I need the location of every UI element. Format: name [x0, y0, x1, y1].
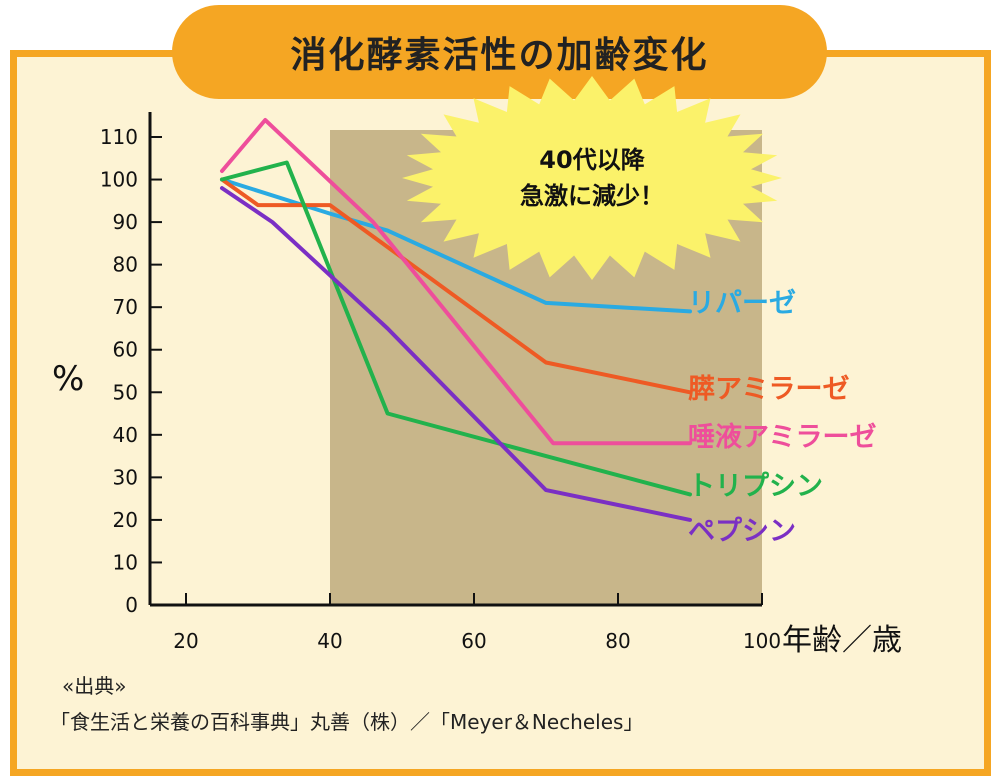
y-tick-label: 40: [113, 423, 138, 447]
callout-text-line: 急激に減少！: [520, 182, 664, 210]
title-banner: [172, 5, 827, 99]
chart-title: 消化酵素活性の加齢変化: [290, 35, 709, 76]
y-tick-label: 100: [100, 168, 138, 192]
series-line: [220, 177, 692, 314]
y-axis-title: %: [52, 359, 84, 399]
callout-text-line: 40代以降: [539, 146, 645, 174]
y-tick-label: 70: [113, 295, 138, 319]
callout-burst: [402, 76, 782, 280]
y-tick-label: 0: [125, 593, 138, 617]
y-tick-label: 20: [113, 508, 138, 532]
x-axis-title: 年齢／歳: [782, 623, 902, 658]
x-tick-label: 80: [605, 629, 630, 653]
y-tick-label: 110: [100, 125, 138, 149]
x-tick-label: 100: [743, 629, 781, 653]
series-label: ペプシン: [688, 516, 796, 547]
series-line: [220, 177, 692, 395]
x-tick-label: 20: [173, 629, 198, 653]
series-line: [220, 118, 692, 446]
series-label: トリプシン: [688, 471, 823, 502]
series-label: 膵アミラーゼ: [688, 374, 849, 405]
series-line: [220, 186, 692, 522]
series-label: リパーゼ: [688, 288, 796, 319]
y-tick-label: 30: [113, 465, 138, 489]
series-line: [220, 160, 692, 497]
y-tick-label: 50: [113, 380, 138, 404]
y-tick-label: 80: [113, 253, 138, 277]
x-tick-label: 40: [317, 629, 342, 653]
y-tick-label: 10: [113, 550, 138, 574]
source-label: «出典»: [62, 674, 127, 698]
y-tick-label: 60: [113, 338, 138, 362]
y-tick-label: 90: [113, 210, 138, 234]
source-text: 「食生活と栄養の百科事典」丸善（株）／「Meyer＆Necheles」: [50, 710, 644, 734]
x-tick-label: 60: [461, 629, 486, 653]
series-label: 唾液アミラーゼ: [688, 422, 876, 453]
